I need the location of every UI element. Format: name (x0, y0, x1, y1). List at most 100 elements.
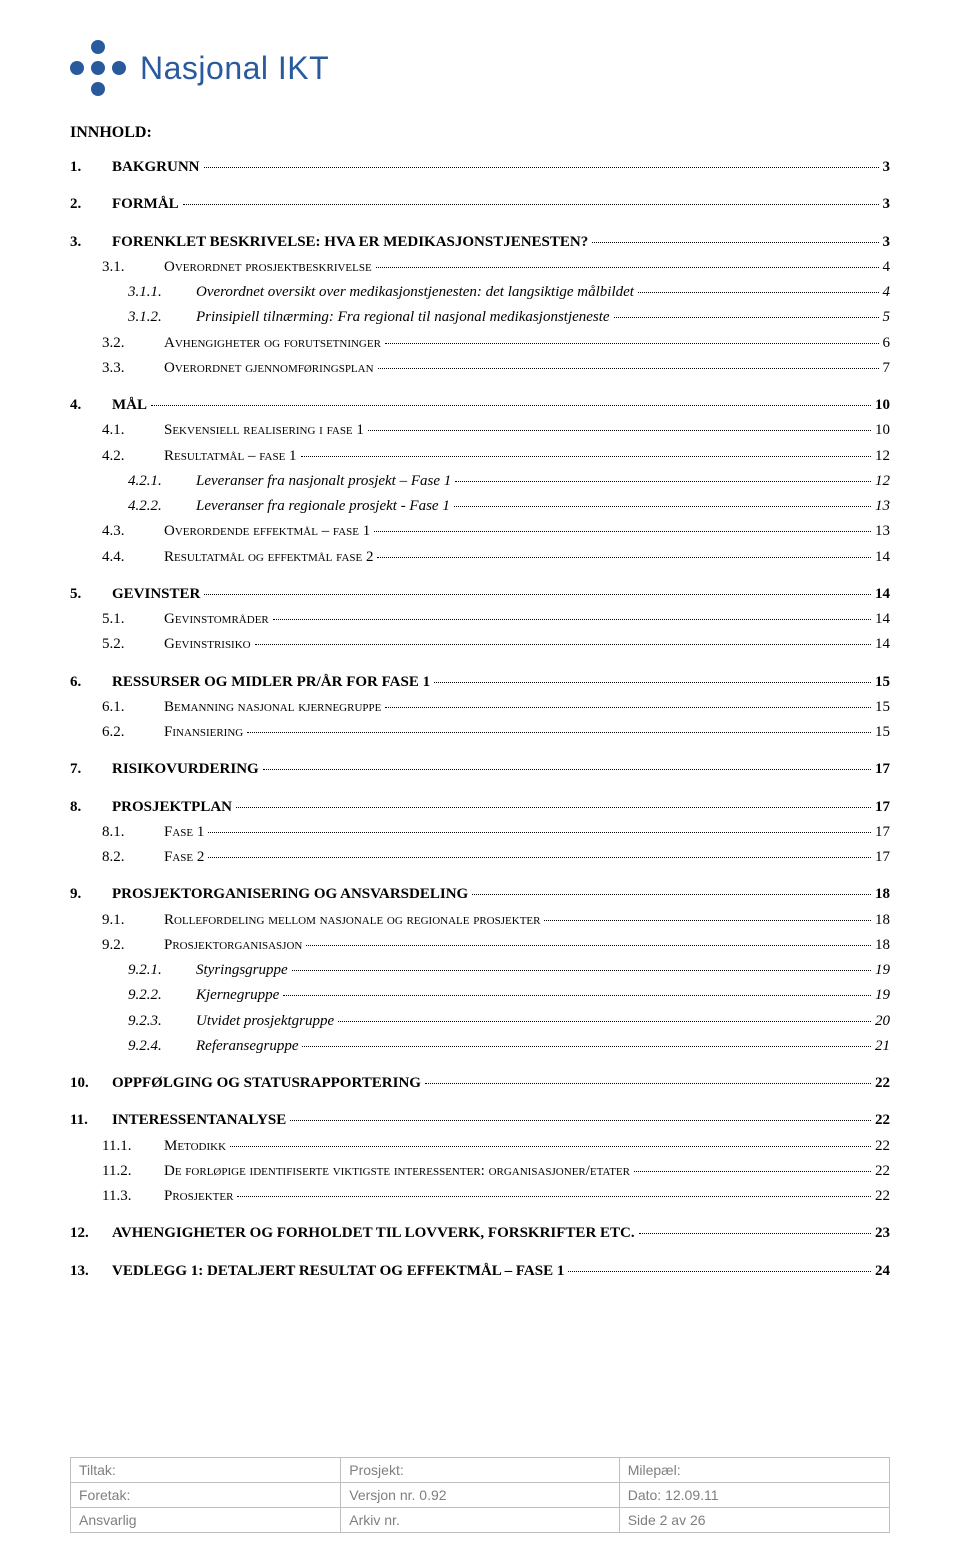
toc-entry: 4.4.Resultatmål og effektmål fase 214 (70, 546, 890, 569)
toc-entry: 4.2.2.Leveranser fra regionale prosjekt … (70, 495, 890, 518)
toc-entry-page: 15 (875, 696, 890, 719)
toc-entry-page: 22 (875, 1135, 890, 1158)
toc-entry-label: Finansiering (164, 721, 243, 744)
toc-leader-dots (634, 1171, 871, 1172)
toc-entry-label: Gevinstrisiko (164, 633, 251, 656)
toc-entry-number: 9.2.4. (128, 1035, 196, 1058)
toc-entry-label: Styringsgruppe (196, 959, 288, 982)
toc-entry-page: 12 (875, 445, 890, 468)
toc-entry-label: PROSJEKTORGANISERING OG ANSVARSDELING (112, 883, 468, 906)
toc-entry: 5.2.Gevinstrisiko14 (70, 633, 890, 656)
document-page: Nasjonal IKT INNHOLD: 1.BAKGRUNN32.FORMÅ… (0, 0, 960, 1283)
toc-entry-page: 24 (875, 1260, 890, 1283)
toc-entry: 11.INTERESSENTANALYSE22 (70, 1109, 890, 1132)
toc-leader-dots (301, 456, 871, 457)
toc-entry-page: 20 (875, 1010, 890, 1033)
footer-metadata-table: Tiltak: Prosjekt: Milepæl: Foretak: Vers… (70, 1457, 890, 1533)
footer-cell-arkiv: Arkiv nr. (341, 1508, 619, 1533)
toc-entry-label: Prosjekter (164, 1185, 233, 1208)
toc-entry-number: 3.2. (102, 332, 164, 355)
toc-entry-number: 8.1. (102, 821, 164, 844)
toc-entry-label: Resultatmål og effektmål fase 2 (164, 546, 373, 569)
toc-leader-dots (568, 1271, 871, 1272)
toc-leader-dots (376, 267, 879, 268)
toc-entry-page: 10 (875, 419, 890, 442)
toc-entry-page: 13 (875, 495, 890, 518)
toc-entry-page: 18 (875, 934, 890, 957)
toc-entry: 2.FORMÅL3 (70, 193, 890, 216)
toc-entry-page: 3 (883, 231, 891, 254)
toc-entry-page: 3 (883, 193, 891, 216)
footer-cell-dato: Dato: 12.09.11 (619, 1483, 889, 1508)
toc-entry-label: Prosjektorganisasjon (164, 934, 302, 957)
toc-leader-dots (472, 894, 871, 895)
toc-entry-label: Kjernegruppe (196, 984, 279, 1007)
footer-cell-milepael: Milepæl: (619, 1458, 889, 1483)
toc-entry: 11.1.Metodikk22 (70, 1135, 890, 1158)
toc-entry-number: 3.3. (102, 357, 164, 380)
toc-entry: 9.2.4.Referansegruppe21 (70, 1035, 890, 1058)
toc-entry-page: 3 (883, 156, 891, 179)
toc-entry: 12.AVHENGIGHETER OG FORHOLDET TIL LOVVER… (70, 1222, 890, 1245)
toc-entry-page: 14 (875, 608, 890, 631)
toc-entry-number: 4. (70, 394, 112, 417)
toc-entry: 10.OPPFØLGING OG STATUSRAPPORTERING22 (70, 1072, 890, 1095)
toc-entry-label: FORENKLET BESKRIVELSE: HVA ER MEDIKASJON… (112, 231, 588, 254)
toc-entry-number: 9. (70, 883, 112, 906)
toc-leader-dots (290, 1120, 871, 1121)
toc-entry: 7.RISIKOVURDERING17 (70, 758, 890, 781)
toc-entry-number: 12. (70, 1222, 112, 1245)
toc-entry-number: 6.2. (102, 721, 164, 744)
toc-leader-dots (263, 769, 871, 770)
toc-entry-label: Utvidet prosjektgruppe (196, 1010, 334, 1033)
toc-entry: 4.1.Sekvensiell realisering i fase 110 (70, 419, 890, 442)
table-of-contents: 1.BAKGRUNN32.FORMÅL33.FORENKLET BESKRIVE… (70, 156, 890, 1283)
toc-entry: 9.1.Rollefordeling mellom nasjonale og r… (70, 909, 890, 932)
toc-entry: 4.MÅL10 (70, 394, 890, 417)
toc-entry-label: PROSJEKTPLAN (112, 796, 232, 819)
toc-leader-dots (204, 594, 871, 595)
footer-cell-versjon: Versjon nr. 0.92 (341, 1483, 619, 1508)
toc-entry-page: 22 (875, 1160, 890, 1183)
toc-entry-number: 4.2.1. (128, 470, 196, 493)
toc-entry-number: 11.3. (102, 1185, 164, 1208)
toc-leader-dots (368, 430, 871, 431)
toc-entry-page: 12 (875, 470, 890, 493)
toc-leader-dots (183, 204, 879, 205)
brand-header: Nasjonal IKT (70, 40, 890, 96)
toc-entry-label: Bemanning nasjonal kjernegruppe (164, 696, 381, 719)
logo-dot-icon (91, 82, 105, 96)
table-row: Ansvarlig Arkiv nr. Side 2 av 26 (71, 1508, 890, 1533)
toc-entry-page: 17 (875, 796, 890, 819)
toc-entry: 5.GEVINSTER14 (70, 583, 890, 606)
toc-entry: 5.1.Gevinstområder14 (70, 608, 890, 631)
toc-entry-label: RESSURSER OG MIDLER PR/ÅR FOR FASE 1 (112, 671, 430, 694)
toc-entry-number: 4.4. (102, 546, 164, 569)
toc-entry-number: 3.1.2. (128, 306, 196, 329)
toc-entry-label: GEVINSTER (112, 583, 200, 606)
toc-entry-number: 6. (70, 671, 112, 694)
toc-entry-page: 17 (875, 758, 890, 781)
toc-entry-label: MÅL (112, 394, 147, 417)
logo-dot-icon (70, 61, 84, 75)
toc-entry-number: 9.2.3. (128, 1010, 196, 1033)
toc-entry: 9.PROSJEKTORGANISERING OG ANSVARSDELING 1… (70, 883, 890, 906)
toc-entry-number: 3. (70, 231, 112, 254)
toc-entry-page: 14 (875, 583, 890, 606)
toc-leader-dots (385, 707, 871, 708)
toc-entry: 8.PROSJEKTPLAN17 (70, 796, 890, 819)
toc-entry-page: 21 (875, 1035, 890, 1058)
toc-entry-label: Prinsipiell tilnærming: Fra regional til… (196, 306, 610, 329)
toc-entry: 3.FORENKLET BESKRIVELSE: HVA ER MEDIKASJ… (70, 231, 890, 254)
toc-entry-number: 9.2. (102, 934, 164, 957)
toc-entry: 9.2.2.Kjernegruppe19 (70, 984, 890, 1007)
toc-entry-number: 5.1. (102, 608, 164, 631)
toc-entry: 3.1.Overordnet prosjektbeskrivelse4 (70, 256, 890, 279)
toc-entry-number: 9.2.2. (128, 984, 196, 1007)
footer-cell-prosjekt: Prosjekt: (341, 1458, 619, 1483)
toc-entry: 3.3.Overordnet gjennomføringsplan7 (70, 357, 890, 380)
toc-leader-dots (377, 557, 871, 558)
toc-entry-page: 18 (875, 883, 890, 906)
toc-entry-label: FORMÅL (112, 193, 179, 216)
toc-leader-dots (592, 242, 878, 243)
